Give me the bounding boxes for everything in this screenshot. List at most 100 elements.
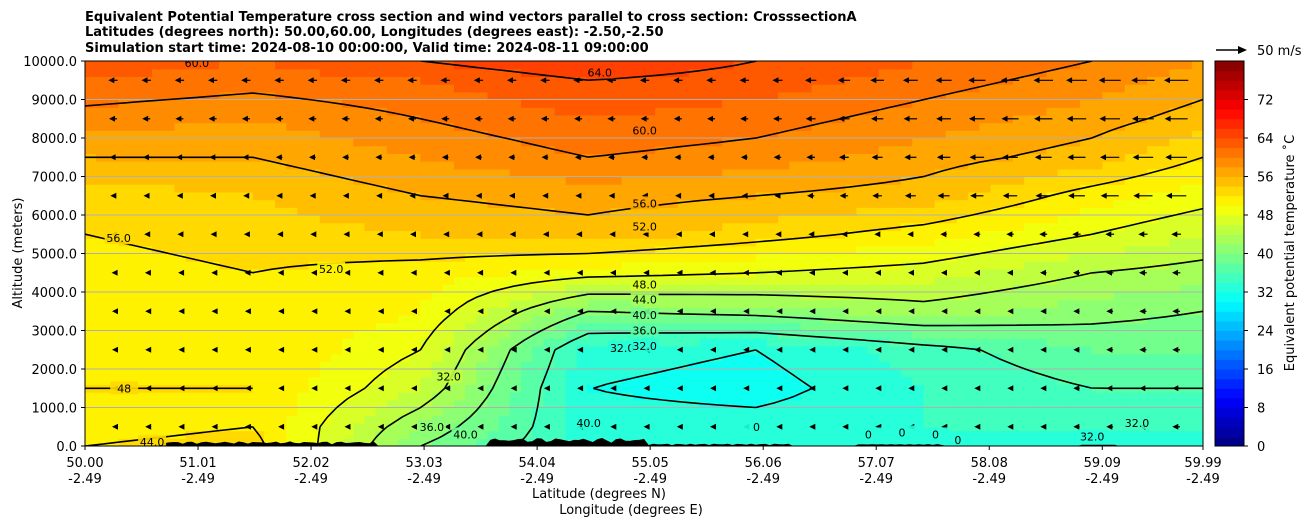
field-cell [744,130,757,139]
field-cell [621,430,634,439]
field-cell [431,438,444,446]
field-cell [923,199,936,208]
field-cell [554,199,567,208]
field-cell [1158,253,1171,262]
field-cell [431,253,444,262]
field-cell [677,230,690,239]
field-cell [990,284,1003,293]
field-cell [353,114,366,124]
field-cell [957,68,969,77]
field-cell [1113,399,1126,409]
field-cell [722,292,735,301]
field-cell [990,307,1003,316]
field-cell [96,68,108,77]
field-cell [934,307,947,316]
field-cell [968,338,980,347]
field-cell [364,76,377,85]
field-cell [386,276,399,285]
field-cell [286,215,299,224]
field-cell [666,215,679,224]
field-cell [1113,315,1126,324]
field-cell [476,61,489,70]
field-cell [342,407,354,416]
field-cell [934,99,947,108]
field-cell [789,322,802,332]
field-cell [811,114,824,124]
field-cell [353,407,366,416]
field-cell [532,191,544,201]
field-cell [655,284,667,293]
field-cell [599,315,612,324]
field-cell [107,215,120,224]
field-cell [241,299,254,308]
field-cell [878,122,891,131]
field-cell [1158,153,1171,162]
field-cell [431,407,444,416]
field-cell [476,438,489,446]
field-cell [744,138,757,147]
field-cell [968,361,980,370]
field-cell [129,184,142,193]
field-cell [1091,422,1103,432]
field-cell [152,99,164,108]
field-cell [230,184,243,193]
field-cell [1012,307,1025,316]
field-cell [576,91,589,101]
field-cell [375,376,388,385]
field-cell [1135,407,1148,416]
field-cell [1001,168,1014,178]
field-cell [610,122,623,131]
field-cell [286,407,299,416]
field-cell [330,322,343,332]
field-cell [1180,215,1193,224]
field-cell [386,392,399,401]
field-cell [342,107,354,116]
field-cell [945,168,958,178]
field-cell [912,399,925,409]
field-cell [878,145,891,154]
field-cell [834,168,846,178]
field-cell [1191,161,1203,170]
field-cell [275,315,287,324]
field-cell [1169,315,1182,324]
field-cell [398,322,410,332]
field-cell [990,322,1003,332]
field-cell [140,315,153,324]
field-cell [330,353,343,362]
field-cell [1169,199,1182,208]
field-cell [867,307,880,316]
field-cell [621,153,634,162]
field-cell [789,345,802,355]
field-cell [1158,338,1171,347]
field-cell [912,245,925,255]
field-cell [1012,68,1025,77]
field-cell [1046,191,1059,201]
field-cell [1135,91,1148,101]
field-cell [599,430,612,439]
field-cell [1024,299,1036,308]
field-cell [867,91,880,101]
field-cell [1046,361,1059,370]
field-cell [275,376,287,385]
field-cell [140,369,153,378]
field-cell [386,184,399,193]
field-cell [979,407,992,416]
field-cell [1147,230,1159,239]
field-cell [442,99,455,108]
field-cell [1102,130,1115,139]
field-cell [252,276,265,285]
field-cell [476,130,489,139]
field-cell [543,338,556,347]
field-cell [834,176,846,185]
field-cell [1124,322,1137,332]
field-cell [856,353,869,362]
field-cell [398,361,410,370]
field-cell [1091,369,1103,378]
field-cell [140,238,153,247]
field-cell [241,99,254,108]
field-cell [532,361,544,370]
field-cell [588,430,600,439]
field-cell [375,138,388,147]
field-cell [923,345,936,355]
field-cell [845,184,858,193]
